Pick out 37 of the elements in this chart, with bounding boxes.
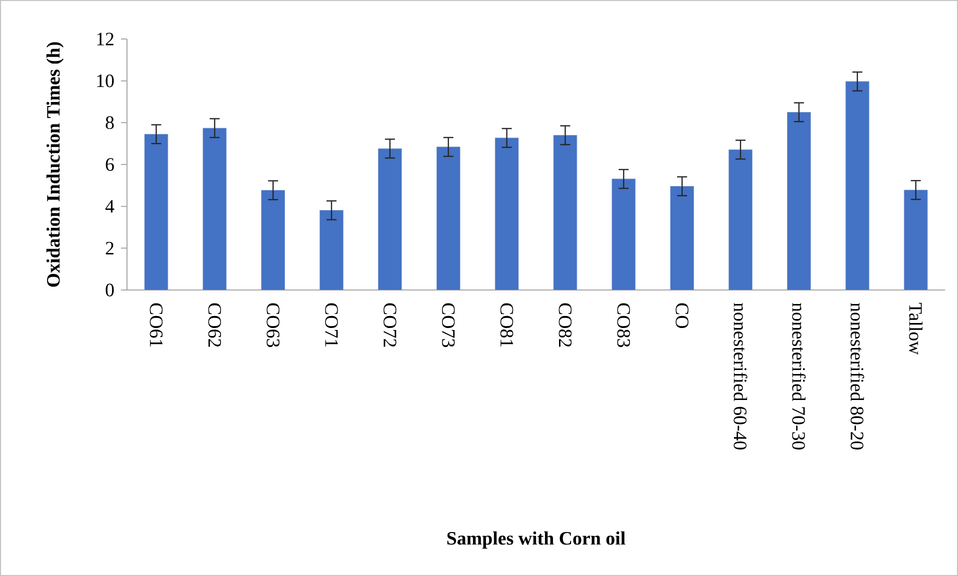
y-tick-label: 12 (97, 32, 114, 46)
y-tick-label: 10 (97, 74, 114, 88)
y-tick-label: 6 (106, 158, 114, 171)
x-tick-label: CO73 (442, 303, 455, 347)
bar (904, 190, 928, 290)
x-tick-label: Tallow (909, 302, 922, 355)
x-tick-label: nonesterified 80-20 (850, 302, 864, 450)
x-tick-label: CO63 (266, 303, 280, 347)
bar (728, 149, 752, 290)
y-tick-label: 4 (105, 200, 114, 213)
bar (787, 112, 811, 290)
x-tick-label: CO (676, 303, 688, 328)
bar (436, 146, 460, 290)
y-axis-title: Oxidation Induction Times (h) (46, 42, 64, 287)
bar (670, 186, 694, 290)
bar (144, 134, 168, 290)
bar (494, 138, 519, 290)
bar (845, 81, 870, 290)
x-axis-title: Samples with Corn oil (447, 531, 626, 549)
x-tick-label: CO71 (325, 303, 338, 347)
x-tick-label: CO62 (208, 303, 221, 347)
x-tick-label: CO61 (150, 303, 163, 347)
x-tick-label: CO72 (384, 303, 396, 347)
y-tick-label: 2 (106, 242, 114, 254)
x-tick-label: nonesterified 60-40 (734, 302, 748, 450)
x-tick-label: CO81 (500, 303, 514, 347)
bar (378, 148, 402, 290)
bar (202, 128, 227, 290)
x-tick-label: CO83 (617, 303, 630, 347)
bar (261, 190, 285, 290)
bar (320, 210, 344, 290)
y-tick-label: 8 (106, 116, 114, 130)
x-tick-label: nonesterified 70-30 (792, 302, 806, 450)
bar (612, 178, 636, 290)
bar (553, 135, 578, 290)
x-tick-label: CO82 (558, 303, 572, 347)
y-tick-label: 0 (106, 284, 114, 296)
